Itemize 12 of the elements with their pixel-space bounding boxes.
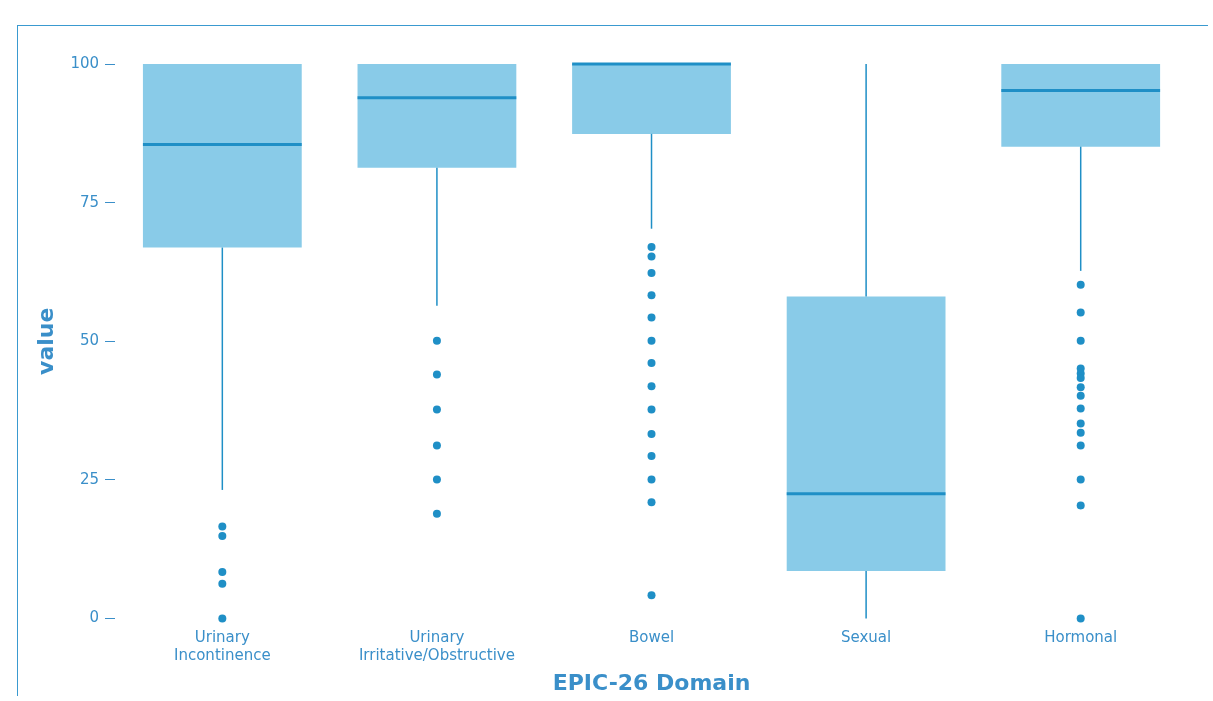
y-axis-title: value bbox=[32, 307, 58, 375]
x-tick-label: Urinary Incontinence bbox=[174, 628, 271, 665]
y-tick-label: 25 bbox=[79, 469, 100, 488]
x-tick-label: Bowel bbox=[628, 628, 675, 647]
x-tick-label: Sexual bbox=[840, 628, 892, 647]
y-tick-label: 75 bbox=[79, 192, 100, 211]
y-tick-label: 50 bbox=[79, 331, 100, 350]
x-tick-label: Urinary Irritative/Obstructive bbox=[358, 628, 515, 665]
x-tick-label: Hormonal bbox=[1044, 628, 1118, 647]
x-axis-title: EPIC-26 Domain bbox=[552, 669, 751, 695]
y-tick-label: 100 bbox=[70, 53, 100, 72]
y-tick-label: 0 bbox=[89, 608, 100, 627]
